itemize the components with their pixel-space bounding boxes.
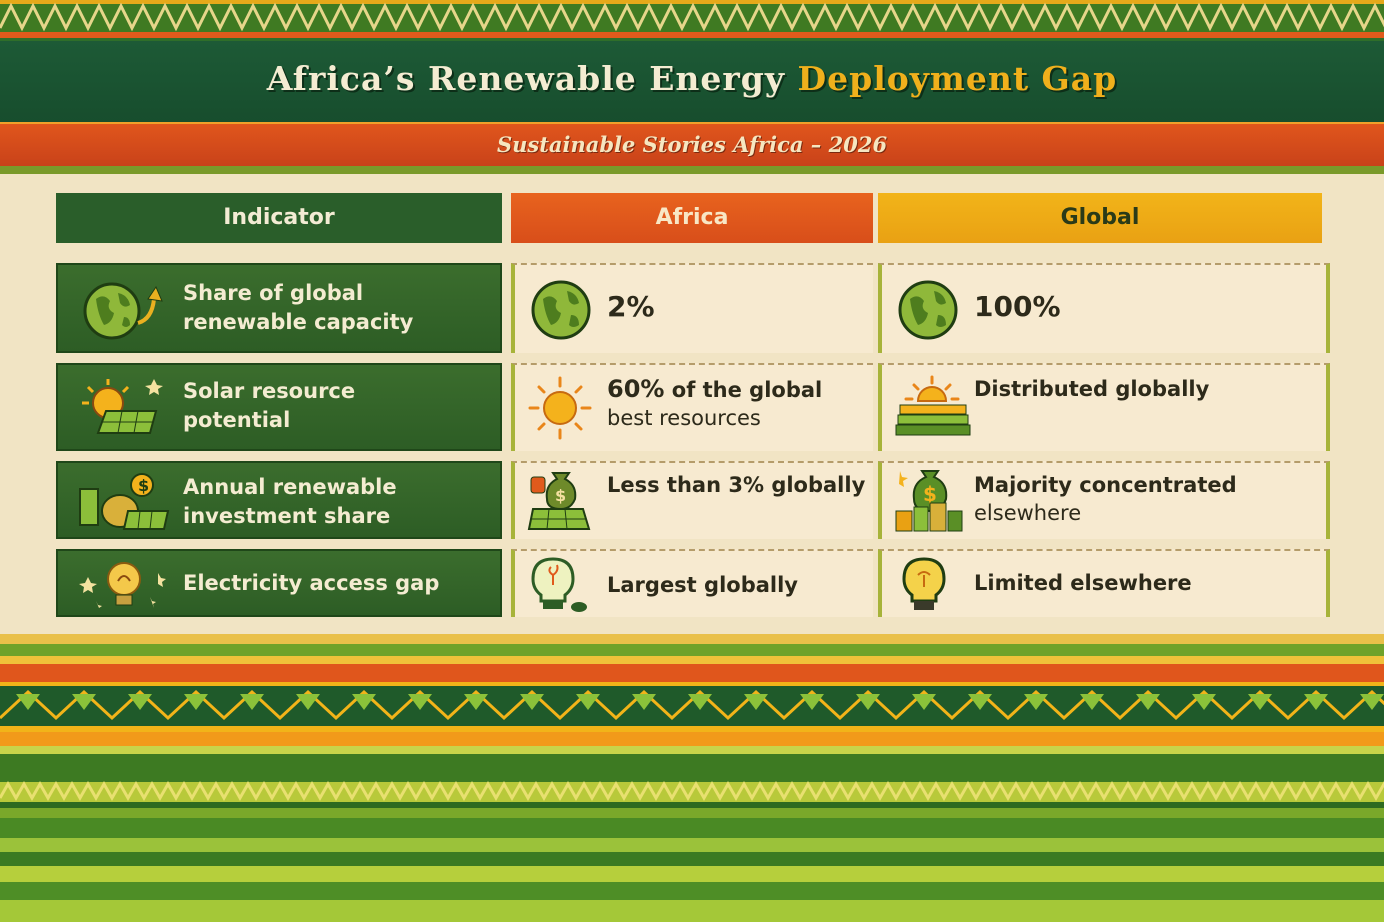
- comparison-table: Indicator Africa Global Share of global r…: [56, 193, 1330, 623]
- svg-text:$: $: [555, 486, 566, 505]
- lightbulb-icon: [74, 557, 174, 617]
- svg-text:$: $: [138, 476, 149, 495]
- solar-field-icon: [894, 375, 972, 441]
- title-banner: Africa’s Renewable Energy Deployment Gap: [0, 38, 1384, 126]
- indicator-label: Electricity access gap: [183, 571, 440, 595]
- global-cell: $ Majority concentrated elsewhere: [878, 461, 1330, 539]
- header-indicator: Indicator: [56, 193, 502, 243]
- table-row: Solar resource potential 60% of the globa…: [56, 363, 1330, 453]
- header-global: Global: [878, 193, 1322, 243]
- africa-cell: 60% of the global best resources: [511, 363, 873, 451]
- svg-text:$: $: [923, 482, 937, 506]
- indicator-cell: $ Annual renewable investment share: [56, 461, 502, 539]
- africa-cell: $ Less than 3% globally: [511, 461, 873, 539]
- table-row: $ Annual renewable investment share $ Les…: [56, 461, 1330, 541]
- africa-value: 2%: [607, 290, 655, 323]
- money-bag-solar-icon: $: [527, 469, 593, 539]
- indicator-cell: Electricity access gap: [56, 549, 502, 617]
- indicator-label: Annual renewable investment share: [183, 475, 397, 528]
- indicator-cell: Share of global renewable capacity: [56, 263, 502, 353]
- globe-arrow-icon: [78, 279, 166, 345]
- lightbulb-icon: [900, 555, 950, 619]
- money-bag-city-icon: $: [894, 467, 966, 537]
- subtitle-banner: Sustainable Stories Africa – 2026: [0, 122, 1384, 168]
- global-value: Limited elsewhere: [974, 571, 1192, 595]
- title-main: Africa’s Renewable Energy: [266, 59, 798, 98]
- table-row: Share of global renewable capacity 2%: [56, 263, 1330, 353]
- globe-icon: [896, 279, 960, 345]
- top-pattern-border: [0, 0, 1384, 38]
- table-row: Electricity access gap Largest globally: [56, 549, 1330, 623]
- globe-icon: [529, 279, 593, 345]
- indicator-cell: Solar resource potential: [56, 363, 502, 451]
- sun-icon: [527, 375, 593, 445]
- global-value: Distributed globally: [974, 377, 1210, 401]
- global-value: Majority concentrated elsewhere: [974, 473, 1237, 525]
- africa-cell: Largest globally: [511, 549, 873, 617]
- global-cell: Limited elsewhere: [878, 549, 1330, 617]
- money-bag-icon: $: [78, 471, 170, 535]
- global-cell: Distributed globally: [878, 363, 1330, 451]
- africa-value: 60% of the global best resources: [607, 375, 823, 430]
- header-africa: Africa: [511, 193, 873, 243]
- page-subtitle: Sustainable Stories Africa – 2026: [496, 132, 888, 157]
- africa-value: Largest globally: [607, 573, 798, 597]
- title-accent: Deployment Gap: [797, 59, 1118, 98]
- global-value: 100%: [974, 290, 1061, 323]
- subtitle-underline: [0, 166, 1384, 174]
- sun-solar-panel-icon: [78, 375, 168, 441]
- global-cell: 100%: [878, 263, 1330, 353]
- africa-cell: 2%: [511, 263, 873, 353]
- indicator-label: Share of global renewable capacity: [183, 281, 414, 334]
- bottom-decorative-pattern: [0, 634, 1384, 922]
- africa-value: Less than 3% globally: [607, 473, 866, 497]
- indicator-label: Solar resource potential: [183, 379, 356, 432]
- page-title: Africa’s Renewable Energy Deployment Gap: [0, 59, 1384, 98]
- lightbulb-icon: [531, 555, 591, 619]
